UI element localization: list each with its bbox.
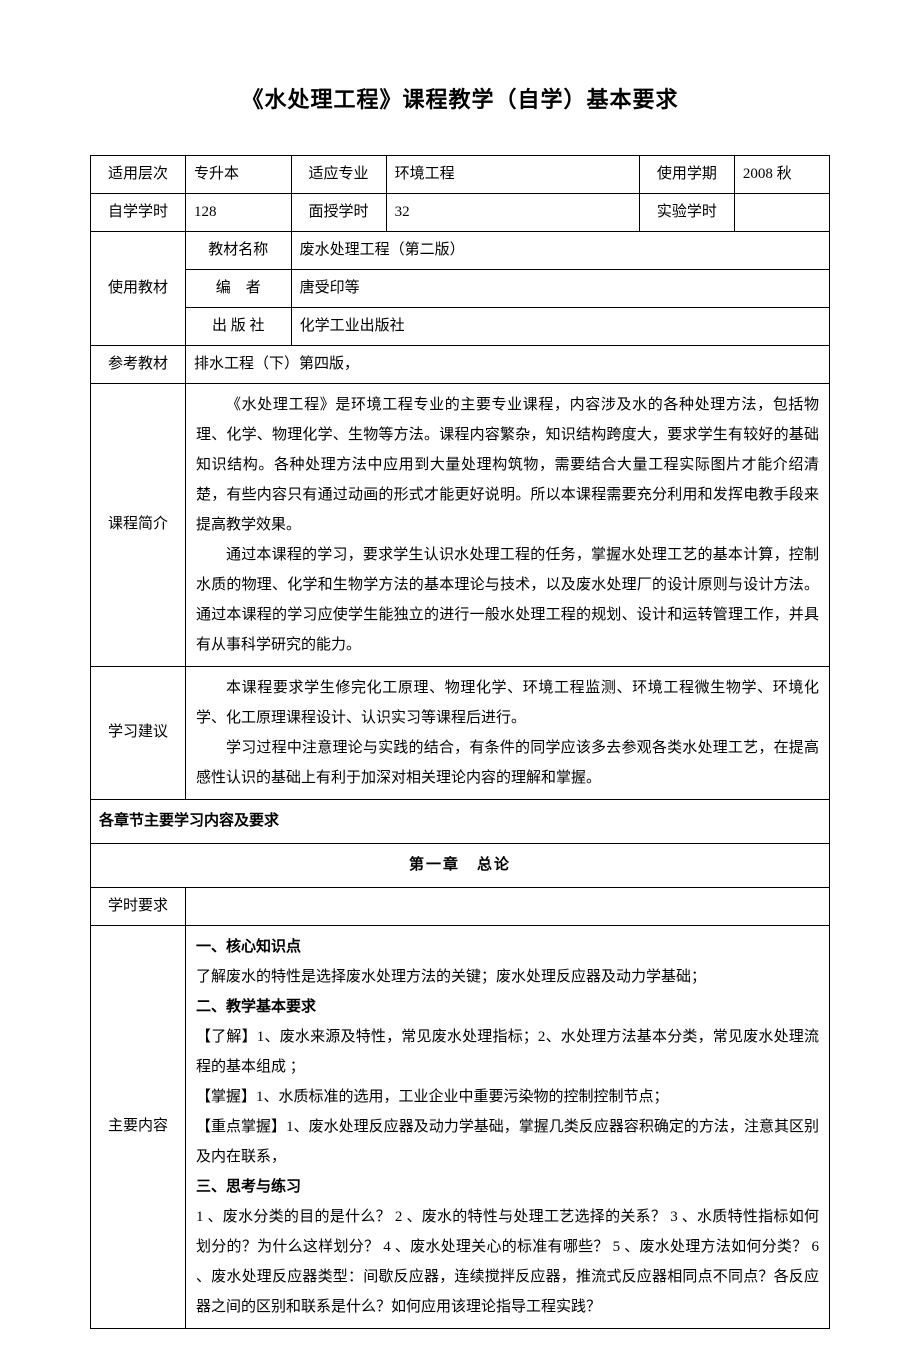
course-info-table: 适用层次 专升本 适应专业 环境工程 使用学期 2008 秋 自学学时 128 … bbox=[90, 155, 830, 1329]
term-value: 2008 秋 bbox=[734, 155, 829, 193]
level-value: 专升本 bbox=[186, 155, 292, 193]
textbook-name-value: 废水处理工程（第二版） bbox=[291, 231, 829, 269]
chapter-1-hours-row: 学时要求 bbox=[91, 887, 830, 925]
reference-value: 排水工程（下）第四版， bbox=[186, 345, 830, 383]
intro-label: 课程简介 bbox=[91, 383, 186, 666]
textbook-section-label: 使用教材 bbox=[91, 231, 186, 345]
ch1-s2-body2: 【掌握】1、水质标准的选用，工业企业中重要污染物的控制控制节点； bbox=[196, 1082, 819, 1112]
chapter-1-content-label: 主要内容 bbox=[91, 925, 186, 1328]
self-hours-value: 128 bbox=[186, 193, 292, 231]
textbook-row-publisher: 出 版 社 化学工业出版社 bbox=[91, 307, 830, 345]
textbook-row-author: 编 者 唐受印等 bbox=[91, 269, 830, 307]
sections-header-row: 各章节主要学习内容及要求 bbox=[91, 799, 830, 843]
self-hours-label: 自学学时 bbox=[91, 193, 186, 231]
term-label: 使用学期 bbox=[639, 155, 734, 193]
intro-content: 《水处理工程》是环境工程专业的主要专业课程，内容涉及水的各种处理方法，包括物理、… bbox=[186, 383, 830, 666]
reference-label: 参考教材 bbox=[91, 345, 186, 383]
chapter-1-content-row: 主要内容 一、核心知识点 了解废水的特性是选择废水处理方法的关键；废水处理反应器… bbox=[91, 925, 830, 1328]
ch1-s3-title: 三、思考与练习 bbox=[196, 1172, 819, 1202]
ch1-s1-title: 一、核心知识点 bbox=[196, 932, 819, 962]
chapter-1-title-row: 第一章 总论 bbox=[91, 843, 830, 887]
meta-row-1: 适用层次 专升本 适应专业 环境工程 使用学期 2008 秋 bbox=[91, 155, 830, 193]
ch1-s2-body1: 【了解】1、废水来源及特性，常见废水处理指标；2、水处理方法基本分类，常见废水处… bbox=[196, 1022, 819, 1082]
advice-content: 本课程要求学生修完化工原理、物理化学、环境工程监测、环境工程微生物学、环境化学、… bbox=[186, 666, 830, 799]
ch1-s1-body: 了解废水的特性是选择废水处理方法的关键；废水处理反应器及动力学基础； bbox=[196, 962, 819, 992]
reference-row: 参考教材 排水工程（下）第四版， bbox=[91, 345, 830, 383]
face-hours-label: 面授学时 bbox=[291, 193, 386, 231]
textbook-publisher-value: 化学工业出版社 bbox=[291, 307, 829, 345]
intro-para-1: 《水处理工程》是环境工程专业的主要专业课程，内容涉及水的各种处理方法，包括物理、… bbox=[196, 390, 819, 540]
meta-row-2: 自学学时 128 面授学时 32 实验学时 bbox=[91, 193, 830, 231]
level-label: 适用层次 bbox=[91, 155, 186, 193]
ch1-s2-body3: 【重点掌握】1、废水处理反应器及动力学基础，掌握几类反应器容积确定的方法，注意其… bbox=[196, 1112, 819, 1172]
lab-hours-value bbox=[734, 193, 829, 231]
textbook-name-label: 教材名称 bbox=[186, 231, 292, 269]
advice-para-1: 本课程要求学生修完化工原理、物理化学、环境工程监测、环境工程微生物学、环境化学、… bbox=[196, 673, 819, 733]
textbook-row-name: 使用教材 教材名称 废水处理工程（第二版） bbox=[91, 231, 830, 269]
chapter-1-content: 一、核心知识点 了解废水的特性是选择废水处理方法的关键；废水处理反应器及动力学基… bbox=[186, 925, 830, 1328]
textbook-author-label: 编 者 bbox=[186, 269, 292, 307]
textbook-author-value: 唐受印等 bbox=[291, 269, 829, 307]
textbook-publisher-label: 出 版 社 bbox=[186, 307, 292, 345]
advice-para-2: 学习过程中注意理论与实践的结合，有条件的同学应该多去参观各类水处理工艺，在提高感… bbox=[196, 733, 819, 793]
advice-label: 学习建议 bbox=[91, 666, 186, 799]
major-value: 环境工程 bbox=[386, 155, 639, 193]
intro-para-2: 通过本课程的学习，要求学生认识水处理工程的任务，掌握水处理工艺的基本计算，控制水… bbox=[196, 540, 819, 660]
advice-row: 学习建议 本课程要求学生修完化工原理、物理化学、环境工程监测、环境工程微生物学、… bbox=[91, 666, 830, 799]
chapter-1-title: 第一章 总论 bbox=[91, 843, 830, 887]
chapter-1-hours-value bbox=[186, 887, 830, 925]
ch1-s3-body: 1 、废水分类的目的是什么？ 2 、废水的特性与处理工艺选择的关系？ 3 、水质… bbox=[196, 1202, 819, 1322]
sections-header: 各章节主要学习内容及要求 bbox=[91, 799, 830, 843]
ch1-s2-title: 二、教学基本要求 bbox=[196, 992, 819, 1022]
intro-row: 课程简介 《水处理工程》是环境工程专业的主要专业课程，内容涉及水的各种处理方法，… bbox=[91, 383, 830, 666]
chapter-1-hours-label: 学时要求 bbox=[91, 887, 186, 925]
lab-hours-label: 实验学时 bbox=[639, 193, 734, 231]
face-hours-value: 32 bbox=[386, 193, 639, 231]
page-title: 《水处理工程》课程教学（自学）基本要求 bbox=[90, 80, 830, 120]
major-label: 适应专业 bbox=[291, 155, 386, 193]
